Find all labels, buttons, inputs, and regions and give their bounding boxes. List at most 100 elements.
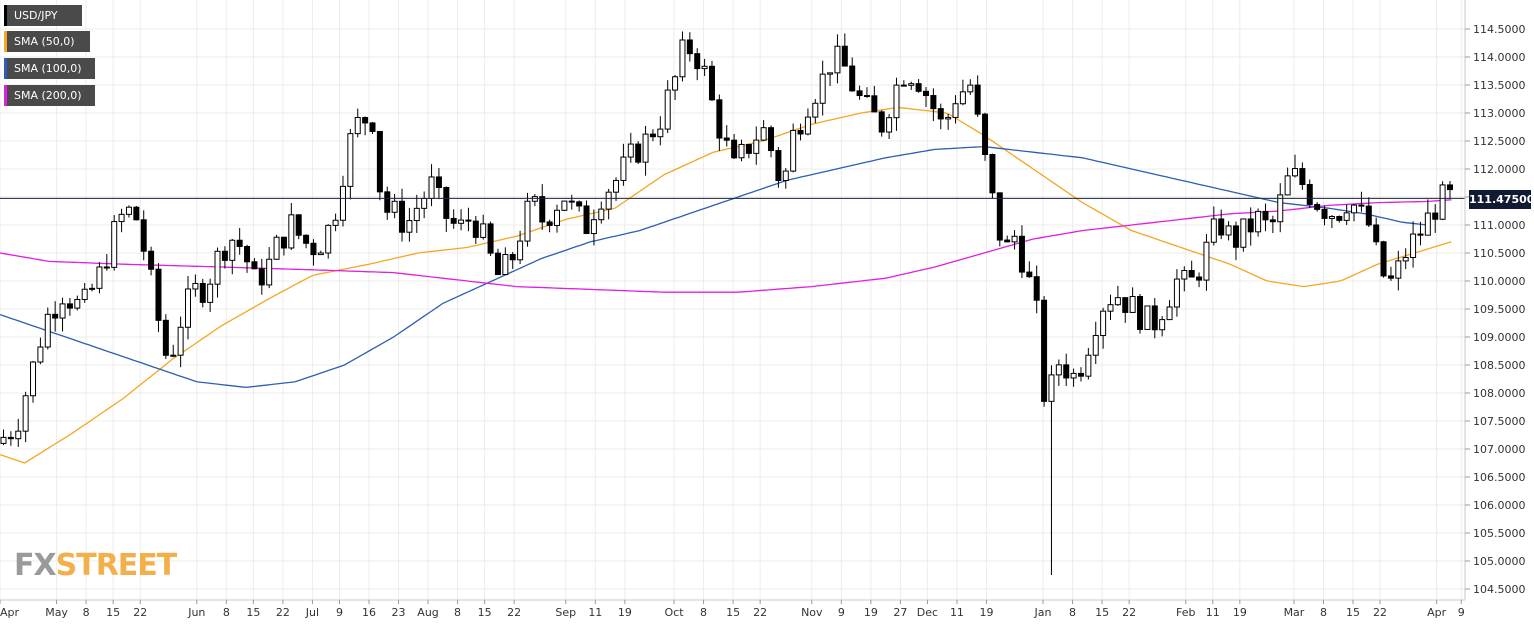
legend-sma-100[interactable]: SMA (100,0) — [4, 58, 95, 79]
candle — [996, 192, 1003, 247]
candle — [738, 139, 745, 162]
candle-body — [649, 133, 656, 138]
candle — [856, 85, 863, 100]
candle-body — [1284, 175, 1291, 196]
candle — [775, 147, 782, 188]
candle-body — [1070, 372, 1077, 379]
candle-body — [303, 234, 310, 244]
candle-body — [1402, 256, 1409, 262]
candle — [1004, 235, 1011, 243]
candle-body — [384, 191, 391, 213]
candle — [686, 32, 693, 62]
candle — [664, 80, 671, 133]
candle — [140, 210, 147, 261]
candle-body — [458, 219, 465, 224]
candle — [517, 230, 524, 265]
candle — [1232, 221, 1239, 261]
candle-body — [266, 258, 273, 286]
candle-body — [362, 117, 369, 124]
candle-body — [22, 395, 29, 432]
candle — [753, 126, 760, 165]
candle — [406, 207, 413, 242]
legend-sma-200[interactable]: SMA (200,0) — [4, 85, 95, 106]
candle — [1417, 221, 1424, 246]
candle-body — [812, 102, 819, 118]
candle-body — [251, 261, 258, 270]
candle-body — [664, 89, 671, 130]
candle-body — [937, 108, 944, 120]
candle — [1114, 285, 1121, 307]
candle — [561, 200, 568, 212]
candle — [273, 234, 280, 260]
x-tick-label: Oct — [665, 606, 685, 619]
candle-body — [1387, 275, 1394, 279]
x-tick-label: Aug — [417, 606, 438, 619]
candle — [354, 108, 361, 138]
candle-body — [221, 250, 228, 261]
candle — [827, 72, 834, 86]
candle — [435, 168, 442, 200]
candle-body — [723, 137, 730, 141]
candle — [642, 125, 649, 176]
candle — [1387, 266, 1394, 281]
candle — [1137, 293, 1144, 334]
candle — [613, 177, 620, 201]
candle-body — [908, 83, 915, 86]
candle-body — [982, 113, 989, 156]
candle-body — [89, 287, 96, 290]
candle — [103, 254, 110, 271]
x-tick-label: 15 — [1095, 606, 1109, 619]
candle-body — [834, 45, 841, 74]
candle — [1365, 197, 1372, 228]
x-tick-label: Mar — [1284, 606, 1305, 619]
candle-body — [111, 221, 118, 268]
candle-body — [1055, 364, 1062, 376]
candle — [1063, 353, 1070, 386]
candle — [399, 188, 406, 242]
candle — [1159, 316, 1166, 337]
candle-body — [369, 122, 376, 132]
candle-body — [819, 73, 826, 104]
legend-label: SMA (50,0) — [14, 35, 75, 48]
candle — [1262, 203, 1269, 232]
candle — [723, 125, 730, 147]
candle-body — [539, 196, 546, 223]
candle — [266, 247, 273, 289]
candle-body — [339, 185, 346, 221]
candle-body — [207, 283, 214, 303]
candle — [524, 192, 531, 247]
candle — [74, 295, 81, 311]
candle-body — [627, 143, 634, 158]
candle — [1395, 250, 1402, 291]
candle-body — [967, 84, 974, 93]
candle — [568, 194, 575, 210]
candle — [1144, 305, 1151, 330]
candle-body — [598, 208, 605, 221]
legend-sma-50[interactable]: SMA (50,0) — [4, 31, 90, 52]
candle — [1018, 225, 1025, 279]
legend-usdjpy[interactable]: USD/JPY — [4, 5, 82, 26]
x-tick-label: 22 — [133, 606, 147, 619]
candle — [1284, 167, 1291, 196]
candle-body — [1424, 212, 1431, 236]
candle-body — [849, 65, 856, 92]
candle-body — [1314, 203, 1321, 210]
candle — [15, 418, 22, 447]
candle-body — [1137, 296, 1144, 330]
candle-body — [989, 154, 996, 194]
candle-body — [775, 150, 782, 181]
candle-body — [1048, 374, 1055, 402]
candle — [531, 194, 538, 207]
candle — [1085, 347, 1092, 380]
candle — [303, 234, 310, 249]
candle — [236, 228, 243, 255]
candle-body — [1277, 194, 1284, 223]
x-tick-label: Apr — [0, 606, 20, 619]
candle-body — [945, 116, 952, 120]
candle — [391, 193, 398, 219]
candle — [620, 143, 627, 186]
y-tick-label: 105.0000 — [1473, 555, 1526, 568]
x-tick-label: Apr — [1427, 606, 1447, 619]
